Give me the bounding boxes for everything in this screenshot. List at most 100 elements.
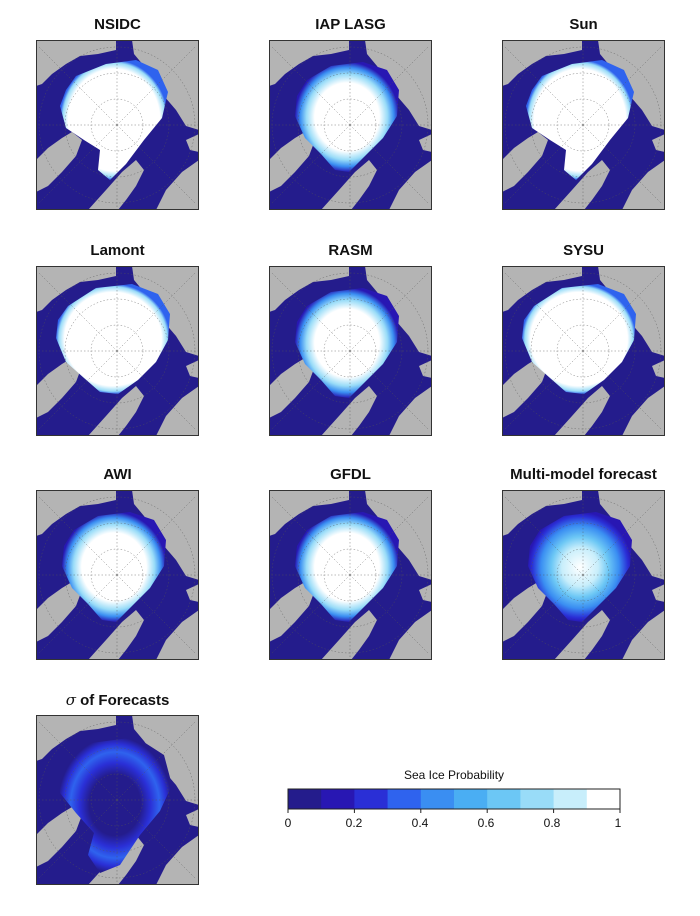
land-mass <box>269 132 315 192</box>
colorbar-swatch <box>487 789 521 809</box>
arctic-map <box>502 266 665 436</box>
land-mass <box>156 386 199 436</box>
panel-title: AWI <box>16 466 219 486</box>
land-mass <box>156 610 199 660</box>
map-frame <box>269 266 432 436</box>
colorbar-swatch <box>520 789 555 809</box>
colorbar: Sea Ice Probability 0 0.2 0.4 0.6 0.8 1 <box>285 768 622 838</box>
panel-title-text: IAP LASG <box>315 16 386 33</box>
land-mass <box>321 160 377 210</box>
land-mass <box>269 358 315 418</box>
sea-ice-area <box>295 512 399 622</box>
map-panel: Sun <box>502 16 665 210</box>
arctic-map <box>269 40 432 210</box>
arctic-map <box>502 490 665 660</box>
map-panel: IAP LASG <box>269 16 432 210</box>
forecast-spread-area <box>58 737 172 873</box>
panel-title-text: Multi-model forecast <box>510 466 657 483</box>
panel-title: Sun <box>482 16 685 36</box>
colorbar-swatch <box>354 789 389 809</box>
land-mass <box>132 715 199 805</box>
land-mass <box>36 715 116 761</box>
latitude-longitude-grid <box>36 715 199 885</box>
sea-ice-area <box>295 62 399 172</box>
land-mass <box>389 160 432 210</box>
panel-title-text: Lamont <box>90 242 145 259</box>
colorbar-tick-0.8: 0.8 <box>543 816 561 830</box>
land-mass <box>389 386 432 436</box>
latitude-longitude-grid <box>36 266 199 436</box>
panel-title: Lamont <box>16 242 219 262</box>
land-mass <box>502 132 548 192</box>
sigma-symbol: σ <box>65 691 76 709</box>
land-mass <box>502 358 548 418</box>
map-frame <box>502 40 665 210</box>
land-mass <box>36 40 116 86</box>
map-panel: GFDL <box>269 466 432 660</box>
land-mass <box>622 386 665 436</box>
latitude-longitude-grid <box>502 40 665 210</box>
land-mass <box>419 584 432 602</box>
land-mass <box>36 132 82 192</box>
panel-title-text: GFDL <box>330 466 371 483</box>
land-mass <box>652 584 665 602</box>
colorbar-swatch <box>288 789 322 809</box>
latitude-longitude-grid <box>502 266 665 436</box>
land-mass <box>365 490 432 580</box>
colorbar-tick-0: 0 <box>284 816 292 830</box>
colorbar-scale <box>287 788 621 813</box>
map-frame <box>269 490 432 660</box>
map-frame <box>36 266 199 436</box>
land-mass <box>269 40 349 86</box>
map-frame <box>36 490 199 660</box>
land-mass <box>652 360 665 378</box>
land-mass <box>419 134 432 152</box>
panel-title-text: of Forecasts <box>80 692 170 709</box>
land-mass <box>652 134 665 152</box>
land-mass <box>269 582 315 642</box>
panel-title: RASM <box>249 242 452 262</box>
colorbar-tick-0.2: 0.2 <box>345 816 363 830</box>
latitude-longitude-grid <box>36 40 199 210</box>
map-panel: Multi-model forecast <box>502 466 665 660</box>
land-mass <box>132 490 199 580</box>
land-mass <box>186 809 199 827</box>
land-mass <box>389 610 432 660</box>
land-mass <box>622 610 665 660</box>
land-mass <box>269 266 349 312</box>
land-mass <box>36 807 82 867</box>
panel-title: IAP LASG <box>249 16 452 36</box>
land-mass <box>419 360 432 378</box>
land-mass <box>156 835 199 885</box>
colorbar-swatch <box>321 789 355 809</box>
land-mass <box>36 358 82 418</box>
colorbar-tick-0.4: 0.4 <box>411 816 429 830</box>
land-mass <box>36 266 116 312</box>
colorbar-swatch <box>586 789 621 809</box>
land-mass <box>321 610 377 660</box>
map-panel: σ of Forecasts <box>36 691 199 885</box>
land-mass <box>36 490 116 536</box>
arctic-map <box>36 490 199 660</box>
land-mass <box>502 266 582 312</box>
arctic-map <box>502 40 665 210</box>
land-mass <box>88 160 144 210</box>
land-mass <box>598 490 665 580</box>
latitude-longitude-grid <box>269 40 432 210</box>
sea-ice-area <box>60 60 168 180</box>
panel-title: SYSU <box>482 242 685 262</box>
colorbar-frame <box>287 788 621 810</box>
map-frame <box>36 715 199 885</box>
map-panel: Lamont <box>36 242 199 436</box>
land-mass <box>554 610 610 660</box>
latitude-longitude-grid <box>269 490 432 660</box>
map-frame <box>502 266 665 436</box>
colorbar-tick-0.6: 0.6 <box>477 816 495 830</box>
land-mass <box>36 582 82 642</box>
map-frame <box>502 490 665 660</box>
panel-title-text: AWI <box>103 466 132 483</box>
land-mass <box>321 386 377 436</box>
panel-title: NSIDC <box>16 16 219 36</box>
map-frame <box>269 40 432 210</box>
sea-ice-area <box>522 284 636 394</box>
